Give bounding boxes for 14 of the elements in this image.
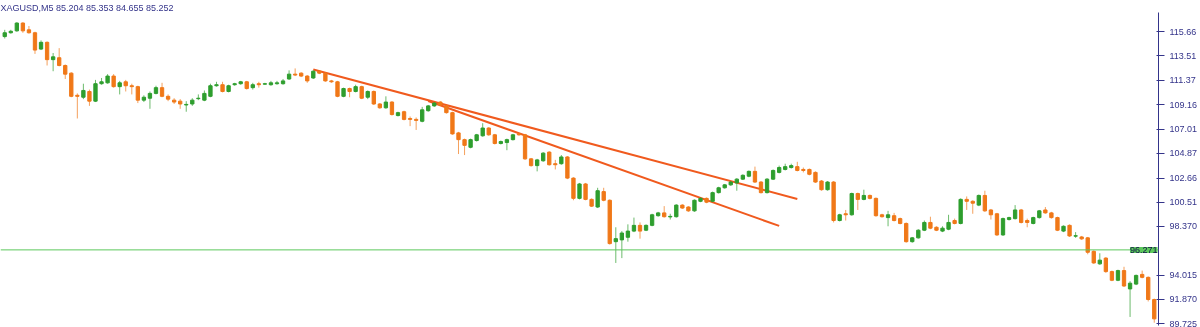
y-tick-label: 89.725 — [1169, 318, 1198, 327]
chart-title: XAGUSD,M5 85.204 85.353 84.655 85.252 — [0, 2, 174, 13]
y-tick-label: 91.870 — [1169, 294, 1198, 305]
y-tick-label: 104.87 — [1169, 148, 1198, 159]
y-tick-label: 109.16 — [1169, 99, 1198, 110]
y-tick-label: 113.51 — [1169, 50, 1197, 61]
y-tick-label: 107.01 — [1169, 124, 1198, 135]
ref-line-label: 96.271 — [1129, 244, 1158, 255]
y-tick-label: 94.015 — [1169, 270, 1198, 281]
y-tick-label: 111.37 — [1169, 75, 1196, 86]
y-tick-label: 102.66 — [1169, 173, 1198, 183]
y-tick-label: 115.66 — [1169, 26, 1197, 37]
y-tick-label: 98.370 — [1169, 221, 1198, 232]
y-tick-label: 100.51 — [1169, 197, 1198, 208]
